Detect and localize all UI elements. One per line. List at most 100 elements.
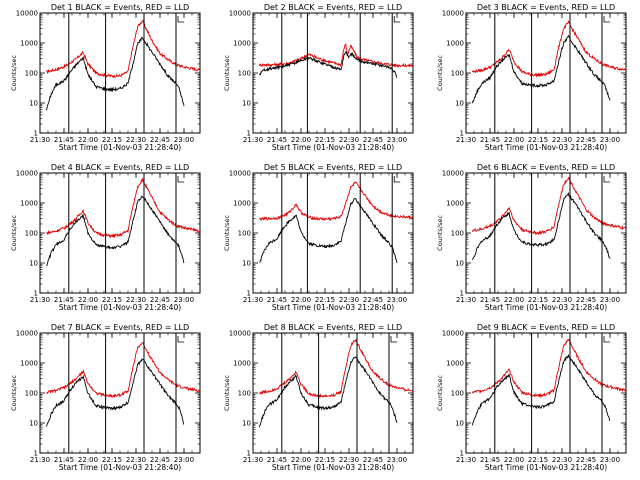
x-tick-label: 21:45 xyxy=(54,456,74,464)
y-tick-label: 10000 xyxy=(16,10,38,18)
x-tick-label: 22:45 xyxy=(150,456,170,464)
x-tick-label: 21:30 xyxy=(243,136,263,144)
y-tick-label: 10 xyxy=(455,260,464,268)
y-tick-label: 10 xyxy=(242,100,251,108)
detector-panel-3: Det 3 BLACK = Events, RED = LLD 1 10 100 100… xyxy=(436,3,627,152)
events-series-line xyxy=(471,353,611,426)
y-tick-label: 100 xyxy=(238,70,251,78)
x-tick-label: 21:30 xyxy=(243,456,263,464)
y-tick-label: 10000 xyxy=(229,170,251,178)
y-tick-label: 100 xyxy=(25,390,38,398)
panel-title: Det 9 BLACK = Events, RED = LLD xyxy=(477,323,615,332)
x-axis-label: Start Time (01-Nov-03 21:28:40) xyxy=(59,463,181,472)
x-axis-label: Start Time (01-Nov-03 21:28:40) xyxy=(59,143,181,152)
panel-title: Det 4 BLACK = Events, RED = LLD xyxy=(51,163,189,172)
events-series-line xyxy=(46,195,185,267)
x-tick-label: 22:15 xyxy=(528,136,548,144)
corner-bracket-mark xyxy=(603,336,610,343)
y-tick-label: 100 xyxy=(451,70,464,78)
y-tick-label: 1 xyxy=(247,130,251,138)
events-series-line xyxy=(259,198,398,264)
x-tick-label: 21:30 xyxy=(456,296,476,304)
y-tick-label: 100 xyxy=(451,230,464,238)
y-tick-label: 10000 xyxy=(442,330,464,338)
corner-bracket-mark xyxy=(393,16,401,23)
y-tick-label: 100 xyxy=(238,230,251,238)
x-tick-label: 21:45 xyxy=(267,456,287,464)
detector-panel-2: Det 2 BLACK = Events, RED = LLD 1 10 100 100… xyxy=(223,3,414,152)
panel-title: Det 7 BLACK = Events, RED = LLD xyxy=(51,323,189,332)
x-tick-label: 21:45 xyxy=(480,136,500,144)
panel-title: Det 1 BLACK = Events, RED = LLD xyxy=(51,3,189,12)
y-tick-label: 10000 xyxy=(229,10,251,18)
y-axis-label: Counts/sec xyxy=(436,375,444,411)
plot-frame xyxy=(252,12,414,134)
x-axis-label: Start Time (01-Nov-03 21:28:40) xyxy=(59,303,181,312)
x-tick-label: 22:00 xyxy=(504,456,524,464)
x-tick-label: 22:45 xyxy=(576,456,596,464)
x-tick-label: 22:15 xyxy=(528,456,548,464)
x-tick-label: 22:15 xyxy=(315,296,335,304)
x-tick-label: 22:30 xyxy=(339,136,359,144)
detector-panel-6: Det 6 BLACK = Events, RED = LLD 1 10 100 100… xyxy=(436,163,627,312)
lld-series-line xyxy=(46,19,200,79)
corner-bracket-mark xyxy=(603,176,610,183)
x-tick-label: 23:00 xyxy=(174,456,194,464)
x-tick-label: 22:00 xyxy=(78,296,98,304)
corner-bracket-mark xyxy=(603,16,610,23)
events-series-line xyxy=(45,358,185,427)
y-tick-label: 10000 xyxy=(442,170,464,178)
x-tick-label: 22:45 xyxy=(150,136,170,144)
y-axis-label: Counts/sec xyxy=(10,375,18,411)
y-tick-label: 10000 xyxy=(16,330,38,338)
y-tick-label: 1 xyxy=(460,130,464,138)
x-tick-label: 21:45 xyxy=(267,296,287,304)
y-axis-label: Counts/sec xyxy=(436,215,444,251)
detector-panel-7: Det 7 BLACK = Events, RED = LLD 1 10 100 100… xyxy=(10,323,201,472)
y-axis-label: Counts/sec xyxy=(223,215,231,251)
y-tick-label: 1000 xyxy=(20,360,38,368)
corner-bracket-mark xyxy=(390,336,397,343)
y-tick-label: 1 xyxy=(460,290,464,298)
x-tick-label: 22:45 xyxy=(576,136,596,144)
y-tick-label: 1 xyxy=(34,450,38,458)
panel-title: Det 5 BLACK = Events, RED = LLD xyxy=(264,163,402,172)
y-tick-label: 1 xyxy=(34,130,38,138)
y-tick-label: 1000 xyxy=(446,360,464,368)
x-axis-label: Start Time (01-Nov-03 21:28:40) xyxy=(272,303,394,312)
x-tick-label: 22:15 xyxy=(102,296,122,304)
x-tick-label: 21:30 xyxy=(456,136,476,144)
x-tick-label: 21:45 xyxy=(480,296,500,304)
x-tick-label: 23:00 xyxy=(387,296,407,304)
x-tick-label: 23:00 xyxy=(600,456,620,464)
x-tick-label: 21:45 xyxy=(54,296,74,304)
x-axis-label: Start Time (01-Nov-03 21:28:40) xyxy=(485,463,607,472)
panel-title: Det 8 BLACK = Events, RED = LLD xyxy=(264,323,402,332)
events-series-line xyxy=(258,356,398,428)
events-series-line xyxy=(472,191,611,261)
x-tick-label: 21:30 xyxy=(243,296,263,304)
x-tick-label: 23:00 xyxy=(387,136,407,144)
panel-title: Det 6 BLACK = Events, RED = LLD xyxy=(477,163,615,172)
x-tick-label: 22:30 xyxy=(339,456,359,464)
corner-bracket-mark xyxy=(393,176,401,183)
y-axis-label: Counts/sec xyxy=(223,375,231,411)
y-tick-label: 10 xyxy=(242,260,251,268)
y-tick-label: 1000 xyxy=(233,40,251,48)
y-axis-label: Counts/sec xyxy=(10,215,18,251)
lld-series-line xyxy=(46,342,200,399)
y-tick-label: 10 xyxy=(29,420,38,428)
y-tick-label: 1 xyxy=(460,450,464,458)
x-tick-label: 22:45 xyxy=(363,456,383,464)
x-tick-label: 21:30 xyxy=(30,136,50,144)
y-tick-label: 1 xyxy=(247,290,251,298)
x-tick-label: 22:00 xyxy=(291,136,311,144)
x-tick-label: 22:15 xyxy=(102,456,122,464)
y-tick-label: 10 xyxy=(29,100,38,108)
x-tick-label: 21:45 xyxy=(267,136,287,144)
y-tick-label: 10000 xyxy=(16,170,38,178)
x-tick-label: 22:15 xyxy=(102,136,122,144)
detector-panel-9: Det 9 BLACK = Events, RED = LLD 1 10 100 100… xyxy=(436,323,627,472)
detector-panel-5: Det 5 BLACK = Events, RED = LLD 1 10 100 100… xyxy=(223,163,414,312)
